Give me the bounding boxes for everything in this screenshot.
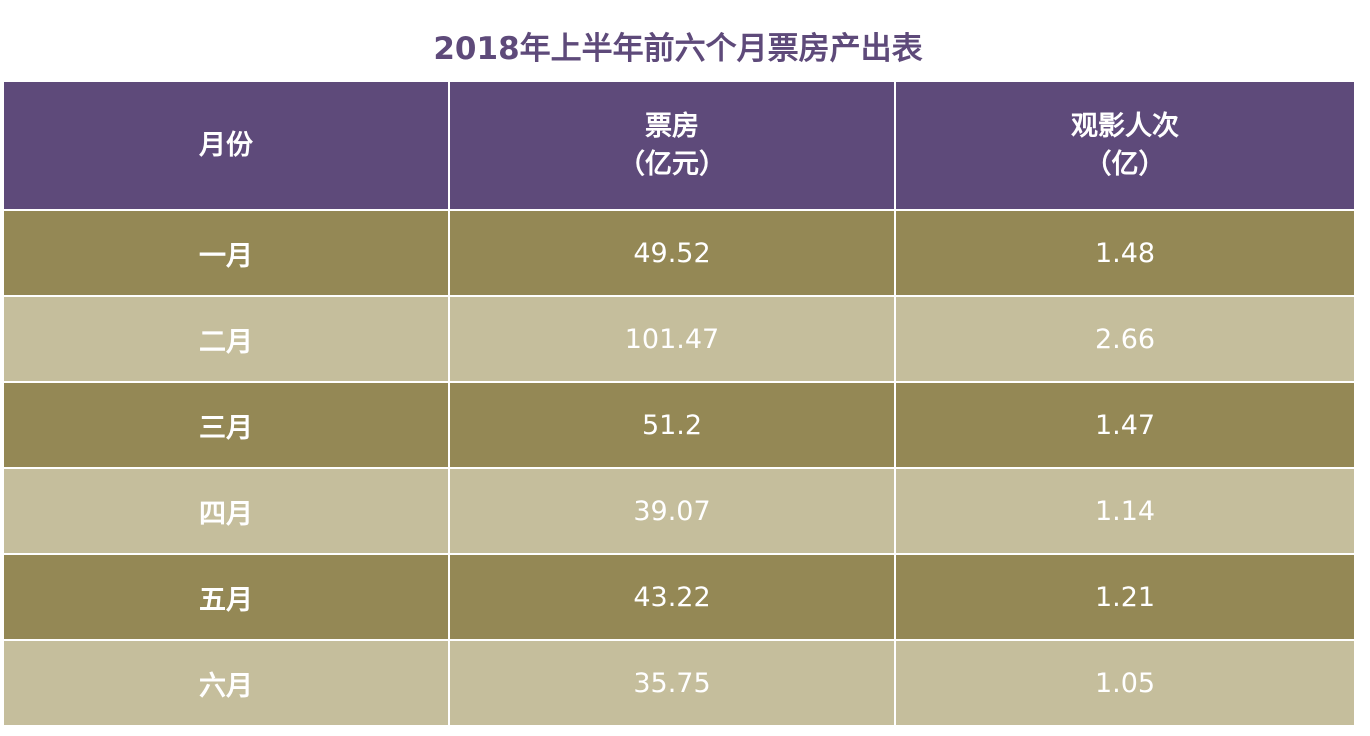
header-month-label: 月份 [199,129,253,161]
table-title: 2018年上半年前六个月票房产出表 [433,31,923,67]
box-office-cell: 51.2 [448,381,896,469]
month-cell: 四月 [2,467,450,555]
admissions-cell: 1.48 [894,209,1356,297]
box-office-cell: 35.75 [448,639,896,727]
header-box-office-unit: （亿元） [618,148,726,180]
box-office-cell: 101.47 [448,295,896,383]
admissions-cell: 1.14 [894,467,1356,555]
table-header-row: 月份 票房 （亿元） 观影人次 （亿） [2,80,1356,211]
table-row: 二月 101.47 2.66 [2,295,1356,383]
box-office-table: 月份 票房 （亿元） 观影人次 （亿） 一月 49.52 1.48 二月 101… [2,80,1356,727]
admissions-cell: 1.21 [894,553,1356,641]
header-box-office: 票房 （亿元） [448,80,896,211]
month-cell: 三月 [2,381,450,469]
admissions-cell: 1.47 [894,381,1356,469]
table-row: 四月 39.07 1.14 [2,467,1356,555]
header-admissions-label: 观影人次 [1071,110,1179,142]
box-office-cell: 39.07 [448,467,896,555]
header-admissions: 观影人次 （亿） [894,80,1356,211]
month-cell: 一月 [2,209,450,297]
admissions-cell: 2.66 [894,295,1356,383]
month-cell: 五月 [2,553,450,641]
table-row: 三月 51.2 1.47 [2,381,1356,469]
header-month: 月份 [2,80,450,211]
header-box-office-label: 票房 [645,110,699,142]
month-cell: 二月 [2,295,450,383]
header-admissions-unit: （亿） [1084,148,1166,180]
table-row: 一月 49.52 1.48 [2,209,1356,297]
month-cell: 六月 [2,639,450,727]
box-office-cell: 49.52 [448,209,896,297]
admissions-cell: 1.05 [894,639,1356,727]
table-row: 六月 35.75 1.05 [2,639,1356,727]
box-office-cell: 43.22 [448,553,896,641]
table-row: 五月 43.22 1.21 [2,553,1356,641]
